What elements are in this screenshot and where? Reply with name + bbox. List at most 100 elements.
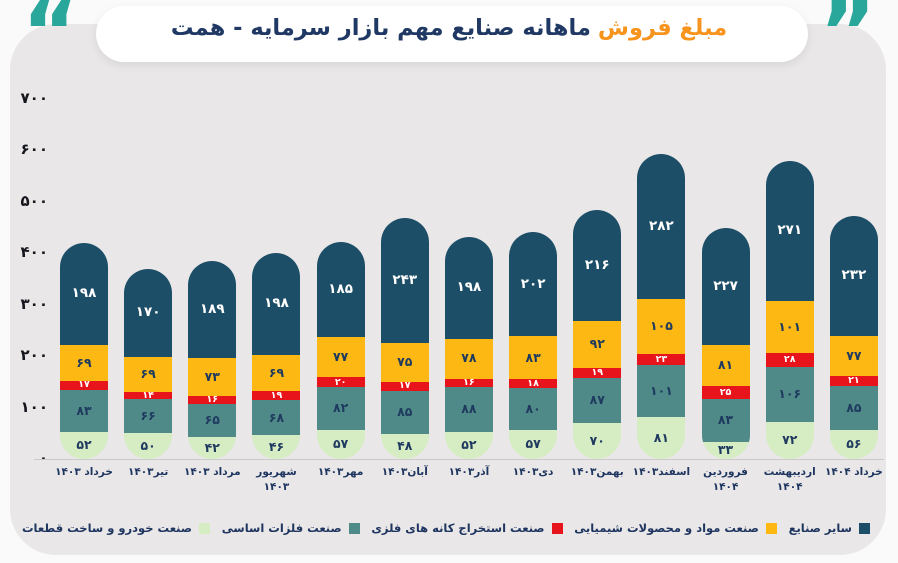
bar-slot: ۳۳ ۸۳ ۲۵ ۸۱ ۲۲۷ [694, 227, 758, 459]
legend-label: صنعت خودرو و ساخت قطعات [22, 521, 192, 535]
bar-segment-other: ۲۴۳ [380, 218, 429, 344]
bar-segment-mining: ۱۹ [573, 368, 622, 379]
bar-segment-other: ۲۸۲ [637, 154, 686, 300]
bar-segment-other: ۱۷۰ [124, 269, 173, 357]
bar-segment-mining: ۱۷ [60, 380, 108, 390]
bar-segment-chemicals: ۷۳ [188, 358, 237, 396]
stacked-bar: ۵۷ ۸۲ ۲۰ ۷۷ ۱۸۵ [316, 242, 365, 459]
x-axis-label: خرداد ۱۴۰۴ [824, 466, 883, 478]
legend-item: سایر صنایع [789, 521, 870, 535]
bar-segment-chemicals: ۶۹ [252, 355, 301, 391]
stacked-bar: ۵۶ ۸۵ ۲۱ ۷۷ ۲۳۲ [829, 216, 878, 459]
page-title: مبلغ فروش ماهانه صنایع مهم بازار سرمایه … [0, 0, 898, 56]
bar-segment-mining: ۱۶ [444, 378, 493, 387]
bars-row: ۵۲ ۸۳ ۱۷ ۶۹ ۱۹۸ ۵۰ ۶۶ ۱۴ ۶۹ ۱۷۰ ۴۲ ۶۵ ۱۶ ۷۳ ۱۸۹ ۴۶ ۶۸ ۱۹ ۶… [52, 154, 886, 459]
bar-segment-other: ۱۸۹ [188, 260, 237, 359]
legend-swatch-icon [765, 522, 777, 534]
y-tick-label: ۰ [38, 449, 48, 467]
legend-swatch-icon [859, 522, 870, 534]
bar-segment-metals: ۶۸ [252, 400, 301, 436]
bar-segment-auto: ۴۸ [380, 434, 429, 459]
bar-segment-auto: ۵۷ [509, 429, 558, 459]
bar-segment-other: ۲۳۲ [829, 216, 878, 336]
y-tick-label: ۴۰۰ [20, 243, 48, 261]
stacked-bar: ۷۲ ۱۰۶ ۲۸ ۱۰۱ ۲۷۱ [765, 161, 814, 459]
stacked-bar: ۴۲ ۶۵ ۱۶ ۷۳ ۱۸۹ [188, 260, 237, 459]
bar-slot: ۴۸ ۸۵ ۱۷ ۷۵ ۲۴۳ [373, 218, 437, 459]
stacked-bar: ۸۱ ۱۰۱ ۲۳ ۱۰۵ ۲۸۲ [637, 154, 686, 459]
legend-swatch-icon [348, 522, 360, 534]
bar-slot: ۵۷ ۸۰ ۱۸ ۸۳ ۲۰۲ [501, 232, 565, 459]
title-banner [96, 6, 808, 62]
y-axis: ۷۰۰ ۶۰۰ ۵۰۰ ۴۰۰ ۳۰۰ ۲۰۰ ۱۰۰ ۰ [0, 0, 50, 563]
x-axis-label: مرداد ۱۴۰۳ [183, 466, 241, 478]
bar-segment-other: ۱۸۵ [316, 242, 365, 338]
bar-segment-metals: ۸۵ [380, 390, 429, 435]
bar-segment-metals: ۸۰ [509, 388, 558, 430]
stacked-bar: ۵۲ ۸۳ ۱۷ ۶۹ ۱۹۸ [60, 243, 108, 459]
bar-segment-mining: ۱۸ [509, 379, 558, 388]
bar-segment-other: ۲۷۱ [765, 161, 814, 301]
legend-label: صنعت مواد و محصولات شیمیایی [574, 521, 759, 535]
legend-item: صنعت مواد و محصولات شیمیایی [574, 521, 777, 535]
bar-segment-auto: ۵۲ [60, 432, 108, 459]
title-rest: ماهانه صنایع مهم بازار سرمایه - همت [170, 15, 591, 41]
bar-segment-chemicals: ۱۰۵ [637, 299, 686, 354]
bar-segment-chemicals: ۷۸ [444, 338, 493, 379]
bar-segment-mining: ۱۷ [380, 381, 429, 391]
bar-segment-auto: ۵۷ [316, 429, 365, 459]
bar-slot: ۵۲ ۸۸ ۱۶ ۷۸ ۱۹۸ [437, 236, 501, 459]
y-tick-label: ۶۰۰ [20, 140, 48, 158]
bar-slot: ۷۰ ۸۷ ۱۹ ۹۲ ۲۱۶ [565, 209, 629, 459]
bar-segment-auto: ۷۰ [573, 422, 622, 459]
bar-slot: ۵۶ ۸۵ ۲۱ ۷۷ ۲۳۲ [822, 216, 886, 459]
bar-segment-other: ۲۰۲ [509, 232, 558, 337]
stacked-bar: ۵۷ ۸۰ ۱۸ ۸۳ ۲۰۲ [509, 232, 558, 459]
bar-segment-metals: ۸۵ [829, 386, 878, 431]
y-tick-label: ۱۰۰ [20, 397, 48, 416]
bar-segment-auto: ۸۱ [637, 417, 686, 459]
bar-segment-other: ۱۹۸ [252, 253, 301, 356]
x-axis-label: بهمن۱۴۰۳ [570, 466, 624, 478]
x-axis-label: شهریور ۱۴۰۳ [256, 466, 297, 493]
bar-segment-chemicals: ۹۲ [573, 320, 622, 369]
y-tick-label: ۳۰۰ [20, 294, 48, 313]
bar-segment-metals: ۶۵ [188, 403, 237, 438]
bar-segment-chemicals: ۶۹ [60, 345, 108, 381]
stacked-bar: ۵۲ ۸۸ ۱۶ ۷۸ ۱۹۸ [444, 236, 493, 459]
stacked-bar: ۴۸ ۸۵ ۱۷ ۷۵ ۲۴۳ [380, 218, 429, 459]
bar-segment-metals: ۸۷ [573, 378, 622, 423]
bar-segment-metals: ۶۶ [124, 399, 173, 434]
bar-segment-mining: ۲۸ [765, 352, 814, 368]
bar-segment-metals: ۸۳ [701, 399, 750, 442]
y-tick-label: ۵۰۰ [20, 191, 48, 210]
bar-segment-auto: ۳۳ [701, 442, 750, 459]
stacked-bar: ۵۰ ۶۶ ۱۴ ۶۹ ۱۷۰ [124, 269, 173, 459]
bar-segment-chemicals: ۸۱ [701, 344, 750, 387]
legend: سایر صنایع صنعت مواد و محصولات شیمیایی صنع… [22, 521, 870, 535]
close-quote-icon: ” [819, 0, 876, 83]
bar-segment-mining: ۱۹ [252, 391, 301, 401]
bar-slot: ۵۷ ۸۲ ۲۰ ۷۷ ۱۸۵ [309, 242, 373, 459]
bar-segment-chemicals: ۶۹ [124, 356, 173, 393]
bar-segment-metals: ۸۳ [60, 389, 108, 433]
bar-segment-auto: ۴۶ [252, 435, 301, 459]
bar-segment-other: ۲۲۷ [701, 227, 750, 345]
bar-segment-mining: ۲۵ [701, 386, 750, 400]
bar-segment-other: ۱۹۸ [444, 236, 493, 339]
x-axis-label: فروردین ۱۴۰۴ [703, 466, 748, 493]
legend-label: سایر صنایع [788, 521, 852, 535]
bar-segment-chemicals: ۸۳ [509, 336, 558, 380]
bar-segment-metals: ۸۸ [444, 386, 493, 433]
bar-segment-auto: ۵۶ [829, 430, 878, 459]
x-axis-label: دی۱۴۰۳ [512, 466, 554, 478]
legend-swatch-icon [199, 522, 210, 534]
legend-item: صنعت استخراج کانه های فلزی [371, 521, 563, 535]
bar-slot: ۵۲ ۸۳ ۱۷ ۶۹ ۱۹۸ [52, 243, 116, 459]
bar-segment-mining: ۲۳ [637, 353, 686, 366]
bar-segment-metals: ۱۰۶ [765, 367, 814, 422]
bar-segment-mining: ۱۴ [124, 390, 173, 400]
bar-segment-auto: ۴۲ [188, 437, 237, 459]
x-axis-label: تیر۱۴۰۳ [127, 466, 169, 478]
bar-segment-auto: ۷۲ [765, 421, 814, 459]
